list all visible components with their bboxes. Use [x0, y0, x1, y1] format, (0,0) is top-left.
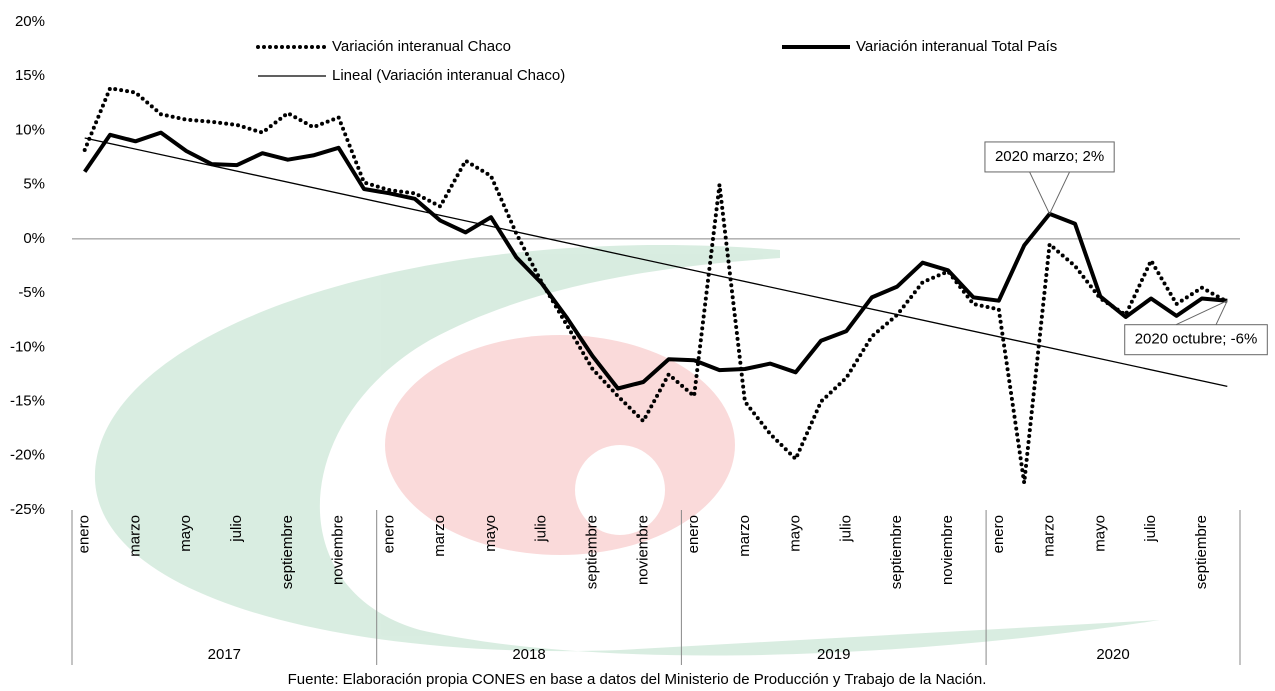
y-tick-label: 0%: [23, 230, 45, 247]
x-tick-label: septiembre: [1193, 515, 1210, 589]
y-tick-label: -25%: [10, 501, 45, 518]
data-label-group: 2020 octubre; -6%: [1124, 300, 1268, 356]
x-tick-label: mayo: [177, 515, 194, 552]
series-line: [83, 130, 1228, 391]
watermark-hole: [575, 445, 665, 535]
leader-line: [1029, 171, 1051, 215]
source-note: Fuente: Elaboración propia CONES en base…: [288, 671, 987, 688]
y-tick-label: -5%: [18, 284, 45, 301]
x-tick-label: enero: [380, 515, 397, 553]
data-label: 2020 octubre; -6%: [1135, 331, 1258, 348]
leader-line: [1215, 300, 1228, 325]
data-label: 2020 marzo; 2%: [995, 148, 1104, 165]
legend-label: Variación interanual Total País: [856, 38, 1057, 55]
group-label: 2017: [208, 646, 241, 663]
x-tick-label: noviembre: [939, 515, 956, 585]
x-tick-label: julio: [533, 515, 550, 543]
y-tick-label: 15%: [15, 67, 45, 84]
trendline: [84, 137, 1228, 388]
x-tick-label: mayo: [1091, 515, 1108, 552]
x-tick-label: noviembre: [634, 515, 651, 585]
x-tick-label: septiembre: [888, 515, 905, 589]
group-label: 2018: [512, 646, 545, 663]
leader-line: [1175, 300, 1228, 326]
group-label: 2020: [1096, 646, 1129, 663]
x-tick-label: mayo: [787, 515, 804, 552]
watermark: [94, 245, 1161, 656]
data-label-box: [984, 141, 1115, 173]
x-tick-label: julio: [228, 515, 245, 543]
y-tick-label: -15%: [10, 393, 45, 410]
y-tick-label: -10%: [10, 338, 45, 355]
x-tick-label: enero: [685, 515, 702, 553]
group-label: 2019: [817, 646, 850, 663]
x-tick-label: septiembre: [583, 515, 600, 589]
x-tick-label: julio: [837, 515, 854, 543]
x-tick-label: julio: [1142, 515, 1159, 543]
x-tick-label: marzo: [1041, 515, 1058, 557]
x-tick-label: marzo: [431, 515, 448, 557]
y-tick-label: 10%: [15, 121, 45, 138]
legend-label: Variación interanual Chaco: [332, 38, 511, 55]
x-tick-label: marzo: [126, 515, 143, 557]
watermark-circle: [385, 335, 735, 555]
leader-line: [1049, 171, 1071, 215]
y-tick-label: -20%: [10, 447, 45, 464]
legend-label: Lineal (Variación interanual Chaco): [332, 67, 565, 84]
data-label-box: [1124, 324, 1268, 356]
y-tick-label: 20%: [15, 13, 45, 30]
watermark-arc: [94, 245, 1161, 656]
data-label-group: 2020 marzo; 2%: [984, 141, 1115, 215]
y-tick-label: 5%: [23, 176, 45, 193]
x-tick-label: septiembre: [279, 515, 296, 589]
x-tick-label: enero: [76, 515, 93, 553]
x-tick-label: marzo: [736, 515, 753, 557]
x-tick-label: mayo: [482, 515, 499, 552]
x-tick-label: enero: [990, 515, 1007, 553]
series-line: [82, 85, 1230, 484]
x-tick-label: noviembre: [330, 515, 347, 585]
